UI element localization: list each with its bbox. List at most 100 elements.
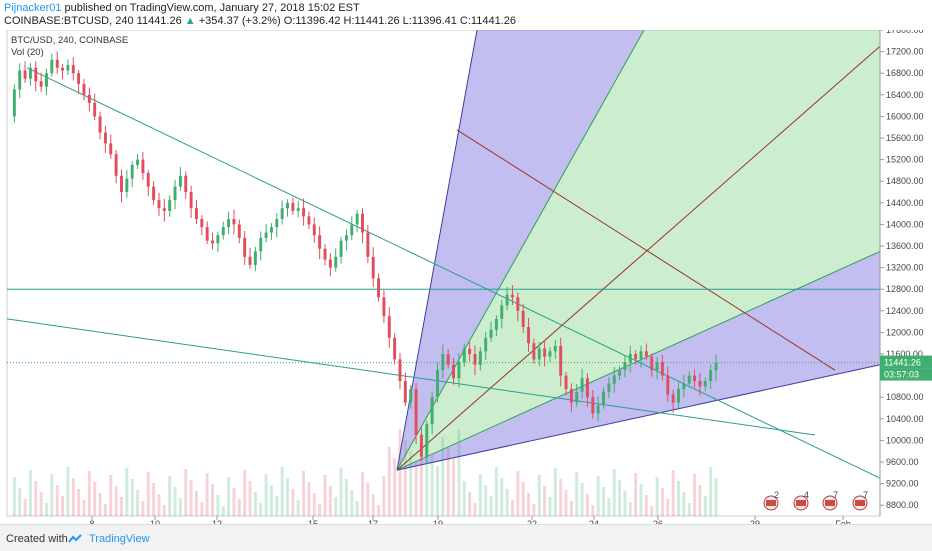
candle: [18, 70, 22, 90]
fan-zone: [397, 30, 880, 471]
candle: [660, 362, 664, 376]
volume-bar: [371, 494, 375, 516]
candle: [45, 73, 48, 87]
candle: [446, 354, 450, 365]
y-tick-label: 12800.00: [886, 284, 924, 294]
volume-bar: [50, 474, 54, 516]
candles: [12, 51, 718, 464]
y-tick-label: 11600.00: [886, 349, 923, 359]
volume-bar: [66, 467, 70, 516]
x-tick-label: 29: [750, 519, 760, 524]
candle: [452, 364, 456, 379]
candle: [510, 294, 514, 298]
candle: [221, 227, 225, 236]
candle: [575, 391, 579, 403]
candle: [698, 381, 702, 387]
candle: [264, 232, 268, 238]
trend-line: [6, 318, 816, 436]
volume-bar: [248, 481, 252, 516]
volume-bar: [548, 497, 552, 516]
candle: [34, 67, 38, 82]
candle: [232, 219, 236, 225]
volume-bar: [344, 479, 348, 516]
volume-bar: [639, 484, 643, 516]
volume-bar: [543, 486, 547, 516]
candle: [666, 375, 670, 395]
candle: [644, 351, 648, 357]
candle: [671, 394, 675, 403]
candle: [312, 224, 316, 236]
candle: [687, 375, 691, 384]
volume-bar: [623, 491, 627, 516]
volume-bar: [157, 494, 161, 516]
fan-line: [396, 45, 881, 471]
volume-bar: [478, 474, 482, 516]
candle: [339, 240, 343, 257]
x-tick-label: 22: [527, 519, 537, 524]
candle: [146, 173, 150, 187]
volume-bar: [682, 492, 686, 516]
volume-bar: [612, 469, 616, 516]
y-tick-label: 14400.00: [886, 198, 924, 208]
volume-bar: [468, 492, 472, 516]
volume-indicator-label: Vol (20): [11, 47, 44, 58]
volume-bar: [286, 478, 289, 516]
volume-bar: [302, 471, 306, 516]
x-tick-label: 17: [368, 519, 378, 524]
change-up-icon: ▲: [184, 15, 196, 27]
candle: [28, 67, 32, 79]
volume-bar: [693, 474, 697, 516]
volume-bar: [403, 440, 407, 516]
volume-bar: [109, 475, 113, 516]
author-link[interactable]: Pijnacker01: [4, 2, 62, 14]
tradingview-logo-icon: [68, 534, 82, 543]
event-count: 4: [804, 490, 809, 500]
candle: [693, 375, 697, 381]
volume-bar: [500, 478, 504, 516]
volume-bar: [98, 493, 102, 516]
x-tick-label: Feb: [835, 519, 851, 524]
volume-bar: [559, 479, 563, 516]
candle: [130, 165, 134, 179]
candle: [55, 59, 59, 68]
volume-bar: [446, 448, 450, 516]
volume-bar: [687, 503, 691, 516]
candle: [468, 348, 472, 354]
price-chart[interactable]: 17600.00 17200.00 16800.00 16400.00 16000.00…: [0, 30, 932, 524]
last-price: 11441.26: [136, 15, 182, 27]
candle: [50, 59, 54, 74]
volume-bar: [393, 458, 397, 516]
volume-bar: [136, 490, 140, 516]
volume-bar: [361, 472, 364, 516]
volume-bar: [580, 483, 584, 516]
volume-bar: [77, 489, 81, 516]
volume-bar: [628, 502, 632, 516]
volume-bar: [350, 490, 354, 516]
volume-bar: [45, 503, 48, 516]
symbol-header: COINBASE:BTCUSD, 240 11441.26 ▲ +354.37 …: [4, 15, 516, 27]
candle: [403, 381, 407, 403]
candle: [548, 351, 552, 357]
candle: [414, 389, 418, 435]
volume-bar: [398, 429, 402, 516]
volume-bar: [125, 468, 129, 516]
event-count: 7: [833, 490, 838, 500]
volume-bar: [82, 500, 86, 516]
y-tick-label: 9200.00: [886, 479, 919, 489]
y-tick-label: 14800.00: [886, 176, 924, 186]
candle: [77, 73, 81, 84]
candle: [141, 159, 145, 174]
candle: [618, 370, 622, 376]
volume-bar: [553, 468, 557, 516]
y-tick-label: 15200.00: [886, 155, 924, 165]
candle: [178, 175, 182, 187]
volume-bar: [462, 481, 466, 516]
volume-bar: [103, 504, 107, 516]
volume-bar: [269, 485, 273, 516]
candle: [484, 337, 488, 352]
tradingview-brand[interactable]: TradingView: [89, 533, 150, 545]
candle: [650, 356, 654, 371]
volume-bar: [436, 466, 439, 516]
candle: [248, 256, 252, 265]
candle: [307, 216, 311, 225]
